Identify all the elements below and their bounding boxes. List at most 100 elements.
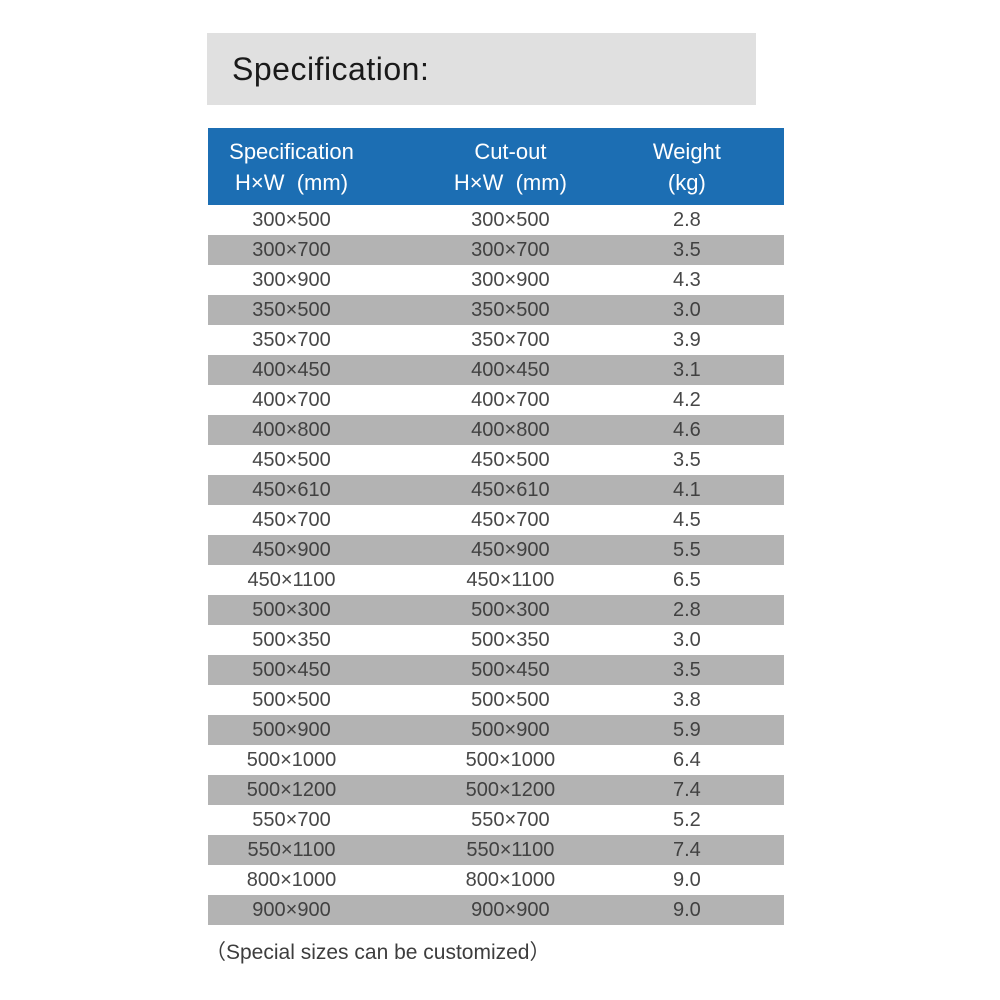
weight-cell: 4.2 [672,388,701,411]
spec-size-cell: 900×900 [252,898,331,921]
table-row: 500×1200 500×1200 7.4 [208,775,784,805]
section-title-bar: Specification: [207,33,756,105]
weight-cell: 3.8 [672,688,701,711]
table-row: 400×700 400×700 4.2 [208,385,784,415]
table-row: 900×900 900×900 9.0 [208,895,784,925]
column-header-line1: Specification [229,138,354,164]
cutout-size-cell: 500×1000 [465,748,556,771]
table-row: 500×300 500×300 2.8 [208,595,784,625]
table-row: 450×700 450×700 4.5 [208,505,784,535]
cutout-size-cell: 350×500 [471,298,550,321]
table-row: 800×1000 800×1000 9.0 [208,865,784,895]
cutout-size-cell: 300×500 [471,208,550,231]
weight-cell: 3.5 [672,658,701,681]
column-header-line2: (kg) [667,169,706,195]
cutout-size-cell: 300×700 [471,238,550,261]
weight-cell: 5.9 [672,718,701,741]
cutout-size-cell: 450×1100 [466,568,555,591]
cutout-size-cell: 500×300 [471,598,550,621]
table-row: 500×1000 500×1000 6.4 [208,745,784,775]
spec-size-cell: 550×1100 [247,838,336,861]
table-row: 350×500 350×500 3.0 [208,295,784,325]
cutout-size-cell: 800×1000 [465,868,556,891]
cutout-size-cell: 350×700 [471,328,550,351]
table-row: 450×1100 450×1100 6.5 [208,565,784,595]
weight-cell: 7.4 [672,778,701,801]
spec-size-cell: 300×700 [252,238,331,261]
weight-cell: 6.4 [672,748,701,771]
column-header-weight: Weight (kg) [646,136,784,198]
table-row: 500×900 500×900 5.9 [208,715,784,745]
column-header-line2: H×W (mm) [453,169,567,195]
spec-size-cell: 500×1200 [246,778,337,801]
weight-cell: 9.0 [672,898,701,921]
spec-size-cell: 350×500 [252,298,331,321]
table-row: 450×500 450×500 3.5 [208,445,784,475]
spec-size-cell: 500×350 [252,628,331,651]
table-row: 550×700 550×700 5.2 [208,805,784,835]
spec-size-cell: 400×700 [252,388,331,411]
cutout-size-cell: 900×900 [471,898,550,921]
spec-size-cell: 550×700 [252,808,331,831]
cutout-size-cell: 500×900 [471,718,550,741]
spec-size-cell: 450×700 [252,508,331,531]
table-row: 300×500 300×500 2.8 [208,205,784,235]
table-row: 500×350 500×350 3.0 [208,625,784,655]
table-row: 300×900 300×900 4.3 [208,265,784,295]
spec-size-cell: 450×900 [252,538,331,561]
cutout-size-cell: 450×900 [471,538,550,561]
spec-size-cell: 450×500 [252,448,331,471]
spec-size-cell: 300×900 [252,268,331,291]
page-title: Specification: [232,50,430,87]
weight-cell: 3.1 [672,358,701,381]
weight-cell: 3.9 [672,328,701,351]
weight-cell: 7.4 [672,838,701,861]
table-row: 500×450 500×450 3.5 [208,655,784,685]
weight-cell: 3.0 [672,298,701,321]
spec-size-cell: 500×500 [252,688,331,711]
table-header-row: Specification H×W (mm) Cut-out H×W (mm) … [208,128,784,205]
spec-size-cell: 400×450 [252,358,331,381]
weight-cell: 4.5 [672,508,701,531]
cutout-size-cell: 500×450 [471,658,550,681]
cutout-size-cell: 550×700 [471,808,550,831]
table-body: 300×500 300×500 2.8 300×700 300×700 3.5 300×90… [208,205,784,925]
weight-cell: 4.3 [672,268,701,291]
cutout-size-cell: 450×610 [471,478,550,501]
cutout-size-cell: 450×500 [471,448,550,471]
cutout-size-cell: 400×450 [471,358,550,381]
spec-size-cell: 800×1000 [246,868,337,891]
weight-cell: 3.0 [672,628,701,651]
cutout-size-cell: 400×700 [471,388,550,411]
cutout-size-cell: 450×700 [471,508,550,531]
table-row: 500×500 500×500 3.8 [208,685,784,715]
table-row: 550×1100 550×1100 7.4 [208,835,784,865]
spec-size-cell: 500×300 [252,598,331,621]
spec-size-cell: 400×800 [252,418,331,441]
weight-cell: 3.5 [672,448,701,471]
specification-table: Specification H×W (mm) Cut-out H×W (mm) … [208,128,784,925]
column-header-line1: Weight [652,138,721,164]
table-row: 400×450 400×450 3.1 [208,355,784,385]
spec-size-cell: 500×450 [252,658,331,681]
weight-cell: 5.2 [672,808,701,831]
weight-cell: 5.5 [672,538,701,561]
column-header-specification: Specification H×W (mm) [208,136,375,198]
spec-size-cell: 450×610 [252,478,331,501]
weight-cell: 9.0 [672,868,701,891]
footer-note: （Special sizes can be customized） [205,941,551,964]
column-header-line1: Cut-out [474,138,547,164]
table-row: 450×610 450×610 4.1 [208,475,784,505]
cutout-size-cell: 400×800 [471,418,550,441]
table-row: 450×900 450×900 5.5 [208,535,784,565]
weight-cell: 4.6 [672,418,701,441]
weight-cell: 3.5 [672,238,701,261]
table-row: 400×800 400×800 4.6 [208,415,784,445]
weight-cell: 2.8 [672,208,701,231]
cutout-size-cell: 550×1100 [466,838,555,861]
spec-size-cell: 450×1100 [247,568,336,591]
weight-cell: 6.5 [672,568,701,591]
cutout-size-cell: 500×500 [471,688,550,711]
column-header-cutout: Cut-out H×W (mm) [375,136,646,198]
spec-size-cell: 350×700 [252,328,331,351]
